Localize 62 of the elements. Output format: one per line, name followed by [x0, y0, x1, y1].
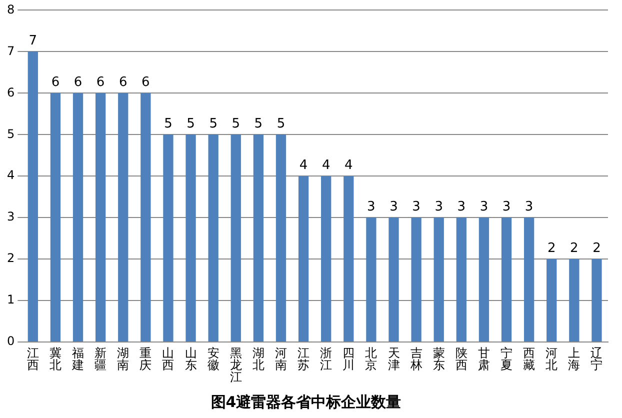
y-tick-label: 1	[6, 292, 15, 307]
y-tick-label: 8	[6, 2, 15, 16]
data-label: 4	[344, 158, 353, 173]
text: 图4避雷器各省中标企业数量	[210, 392, 402, 411]
x-tick-label: 陕西	[455, 346, 468, 372]
data-label: 5	[232, 116, 240, 132]
x-tick-label: 安徽	[207, 346, 220, 372]
data-label: 6	[74, 75, 82, 90]
data-label: 5	[254, 116, 263, 132]
data-label: 3	[457, 199, 466, 214]
x-tick-label: 北京	[365, 346, 378, 372]
y-tick-label: 0	[6, 334, 15, 348]
data-label: 3	[502, 199, 511, 214]
y-tick-label: 3	[6, 210, 15, 224]
data-label: 6	[96, 75, 105, 90]
data-label: 6	[142, 75, 150, 90]
data-label: 5	[276, 116, 286, 132]
x-tick-label: 宁夏	[500, 346, 513, 372]
data-label: 7	[28, 34, 38, 49]
data-label: 3	[390, 199, 398, 214]
x-tick-label: 新疆	[94, 346, 107, 372]
data-label: 2	[592, 240, 601, 256]
y-tick-label: 7	[6, 44, 15, 58]
data-label: 2	[547, 240, 556, 256]
data-label: 4	[322, 158, 330, 173]
x-tick-label: 辽宁	[590, 346, 603, 372]
x-tick-label: 河南	[274, 346, 287, 372]
data-label: 3	[480, 199, 488, 214]
x-tick-label: 重庆	[140, 346, 152, 372]
y-tick-label: 5	[6, 126, 15, 141]
x-tick-label: 福建	[71, 346, 84, 372]
x-tick-label: 西藏	[523, 346, 536, 372]
x-tick-label: 山西	[162, 346, 174, 372]
data-label: 2	[570, 240, 578, 256]
data-label: 3	[412, 199, 420, 214]
x-tick-label: 天津	[388, 346, 400, 372]
data-label: 3	[524, 199, 534, 214]
data-label: 3	[434, 199, 443, 214]
x-tick-label: 湖南	[117, 346, 130, 372]
data-label: 5	[186, 116, 195, 132]
x-tick-label: 四川	[342, 346, 355, 372]
data-label: 6	[51, 75, 60, 90]
y-tick-label: 2	[6, 251, 15, 266]
y-tick-label: 6	[6, 85, 15, 100]
y-tick-label: 4	[6, 168, 15, 182]
x-tick-label: 甘肃	[478, 346, 490, 372]
data-label: 5	[209, 116, 218, 132]
x-tick-label: 江西	[26, 346, 39, 372]
x-tick-label: 河北	[546, 346, 558, 372]
x-tick-label: 冀北	[49, 346, 62, 372]
x-tick-label: 上海	[568, 346, 580, 372]
x-tick-label: 江苏	[298, 346, 310, 372]
data-label: 6	[118, 75, 128, 90]
data-label: 5	[164, 116, 172, 132]
x-tick-label: 蒙东	[432, 346, 445, 372]
x-tick-label: 吉林	[409, 346, 422, 372]
x-tick-label: 山东	[184, 346, 197, 372]
x-tick-label: 浙江	[320, 346, 332, 372]
data-label: 3	[367, 199, 376, 214]
x-tick-label: 湖北	[252, 346, 264, 372]
x-tick-label: 黑龙江	[230, 346, 242, 384]
data-label: 4	[299, 158, 308, 173]
